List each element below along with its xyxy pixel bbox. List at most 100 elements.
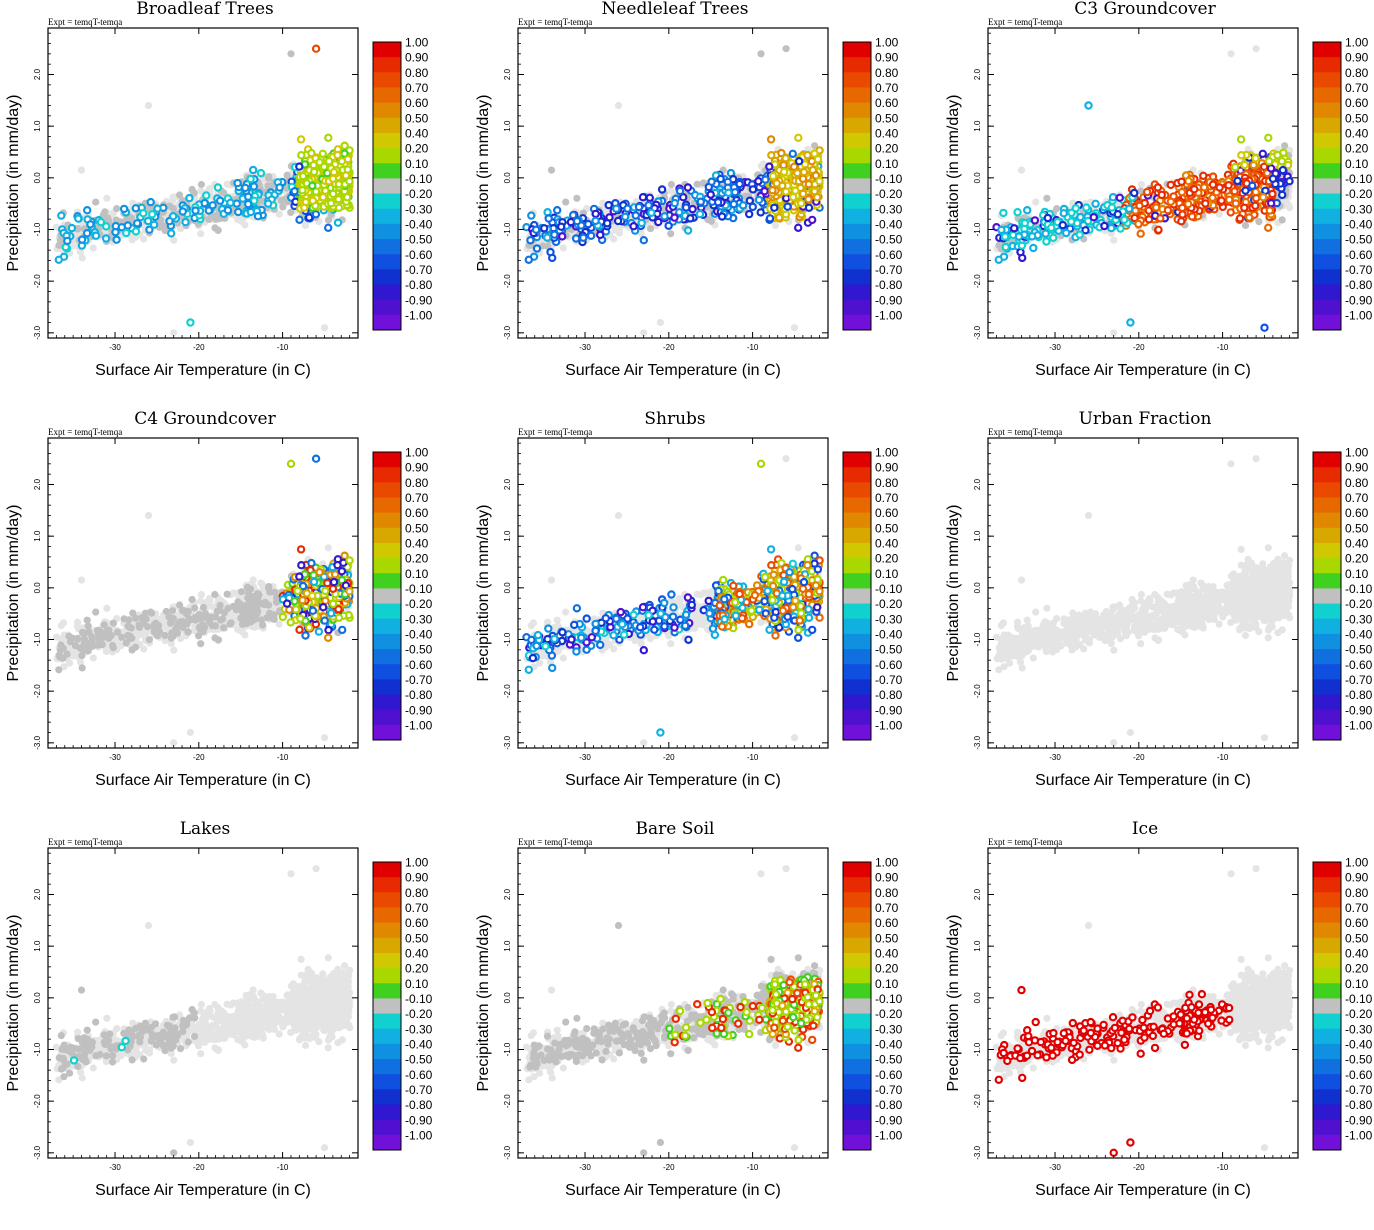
data-point-highlight [580,235,586,241]
data-point [694,181,701,188]
data-point-highlight [1157,215,1163,221]
colorbar-label: -0.90 [875,293,903,307]
data-point-highlight [330,191,336,197]
x-axis-label: Surface Air Temperature (in C) [565,362,781,379]
colorbar-label: -0.50 [1345,233,1373,247]
colorbar-label: -0.70 [1345,263,1373,277]
data-point-highlight [125,222,131,228]
data-point [562,199,569,206]
data-point [325,544,332,551]
data-point-highlight [698,199,704,205]
data-point-highlight [709,179,715,185]
colorbar-swatch [843,285,871,301]
data-point-highlight [800,191,806,197]
data-point-highlight [1011,225,1017,231]
data-point [1032,199,1039,206]
data-point-highlight [570,212,576,218]
y-tick-label: 2.0 [973,68,982,80]
colorbar-label: 0.90 [875,51,899,65]
data-point-highlight [528,213,534,219]
data-point-highlight [1135,221,1141,227]
colorbar-swatch [373,133,401,149]
data-point-highlight [769,187,775,193]
colorbar-label: -0.60 [1345,248,1373,262]
data-point-highlight [1030,245,1036,251]
data-point-highlight [79,237,85,243]
data-point-highlight [245,201,251,207]
data-point-highlight [1270,176,1276,182]
data-point-highlight [655,219,661,225]
y-tick-label: -3.0 [503,325,512,339]
data-point [211,224,218,231]
colorbar-swatch [843,87,871,103]
colorbar-label: 0.80 [875,66,899,80]
data-point-highlight [1237,215,1243,221]
data-point-highlight [1260,194,1266,200]
data-point-highlight [64,238,70,244]
y-tick-label: -3.0 [33,325,42,339]
data-point-highlight [746,211,752,217]
data-point-highlight [1060,222,1066,228]
x-axis-label: Surface Air Temperature (in C) [95,362,311,379]
data-point [169,194,176,201]
colorbar-swatch [843,194,871,210]
colorbar-swatch [1313,148,1341,164]
data-point-highlight [325,135,331,141]
data-point-highlight [1082,227,1088,233]
y-tick-label: 0.0 [973,172,982,184]
data-point-highlight [1017,249,1023,255]
panel-title: C3 Groundcover [1074,0,1216,19]
data-point-highlight [322,188,328,194]
data-point [279,203,286,210]
colorbar-swatch [373,118,401,134]
data-point-highlight [790,194,796,200]
data-point-highlight [804,152,810,158]
data-point-highlight [1127,319,1133,325]
data-point-highlight [1153,204,1159,210]
data-point-highlight [1165,207,1171,213]
data-point-highlight [1048,225,1054,231]
data-point-highlight [113,223,119,229]
data-point [92,199,99,206]
data-point-highlight [770,173,776,179]
colorbar-label: 0.50 [1345,111,1369,125]
colorbar-label: 0.90 [405,51,429,65]
colorbar-label: 0.20 [875,142,899,156]
data-point-highlight [800,176,806,182]
colorbar-label: -0.90 [405,293,433,307]
data-point-highlight [1251,162,1257,168]
data-point-highlight [186,195,192,201]
data-point-highlight [334,152,340,158]
data-point-highlight [1279,158,1285,164]
data-point-highlight [715,199,721,205]
data-point-highlight [1168,199,1174,205]
colorbar-label: -0.30 [875,202,903,216]
colorbar-label: 0.20 [405,142,429,156]
data-point [772,222,779,229]
data-point-highlight [795,135,801,141]
colorbar-label: 0.40 [405,127,429,141]
data-point-highlight [210,202,216,208]
data-point-highlight [1210,182,1216,188]
data-point-highlight [781,162,787,168]
data-point-highlight [242,185,248,191]
data-point-highlight [1155,227,1161,233]
data-point-highlight [170,213,176,219]
colorbar-swatch [1313,300,1341,316]
data-point [224,181,231,188]
data-point-highlight [1121,217,1127,223]
data-point-highlight [805,196,811,202]
panel-title: Needleleaf Trees [601,0,748,19]
colorbar-label: 0.70 [875,81,899,95]
data-point-highlight [1093,201,1099,207]
data-point-highlight [666,223,672,229]
data-point-highlight [541,225,547,231]
data-point-highlight [1063,230,1069,236]
data-point-highlight [725,190,731,196]
data-point [548,167,555,174]
data-point-highlight [1074,220,1080,226]
data-point-highlight [1261,325,1267,331]
